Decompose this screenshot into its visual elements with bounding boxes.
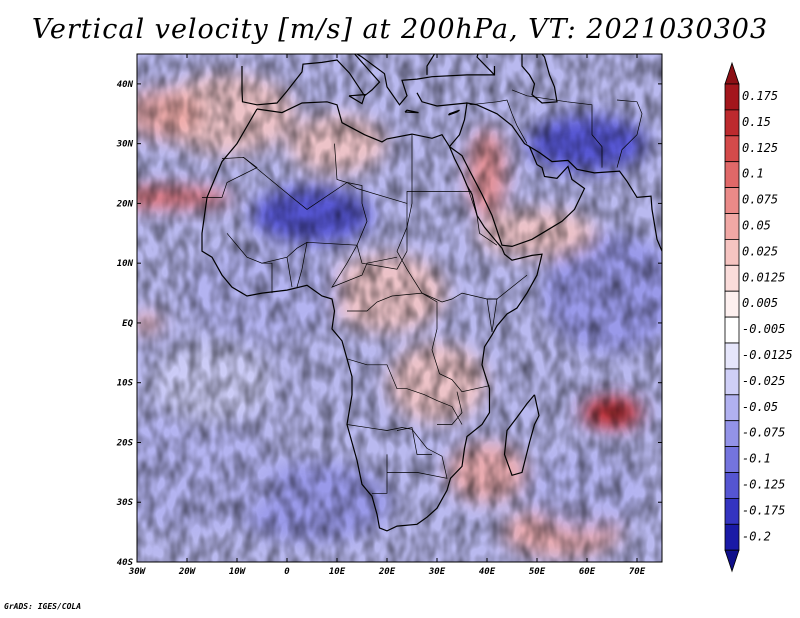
colorbar-swatch	[724, 290, 740, 318]
colorbar-swatch	[724, 472, 740, 499]
colorbar-swatch	[724, 342, 740, 370]
x-tick-label: 30W	[128, 567, 147, 577]
colorbar: 0.175 0.15 0.125 0.1 0.075 0.05 0.025 0.0125 0.0…	[724, 61, 793, 573]
x-tick-label: 60E	[579, 567, 596, 577]
colorbar-label: -0.075	[742, 426, 785, 440]
y-tick-label: 40S	[117, 558, 134, 568]
coastline-9	[404, 109, 419, 114]
country-border-12	[466, 185, 498, 246]
country-border-13	[396, 427, 432, 455]
colorbar-swatch	[724, 446, 740, 473]
colorbar-label: 0.15	[742, 115, 771, 129]
colorbar-label: 0.0125	[742, 270, 785, 284]
colorbar-label: 0.125	[742, 141, 778, 155]
colorbar-label: 0.175	[742, 89, 778, 103]
coastline-3	[529, 146, 662, 252]
coastline-10	[448, 109, 460, 116]
colorbar-swatch	[724, 135, 740, 163]
y-axis: 40N 30N 20N 10N EQ 10S 20S 30S 40S	[116, 80, 662, 568]
colorbar-swatch	[724, 238, 740, 266]
colorbar-label: -0.05	[742, 400, 778, 414]
colorbar-swatch	[724, 420, 740, 448]
country-border-4	[346, 358, 463, 425]
x-tick-label: 50E	[529, 567, 546, 577]
plot-area	[136, 53, 695, 563]
country-border-6	[226, 233, 398, 288]
coastline-11	[682, 263, 695, 287]
colorbar-label: -0.2	[742, 529, 771, 543]
y-tick-label: 40N	[117, 80, 134, 90]
country-border-0	[243, 157, 472, 210]
colorbar-swatch	[724, 161, 740, 188]
country-border-7	[202, 157, 258, 198]
y-tick-label: EQ	[122, 319, 133, 329]
colorbar-label: -0.125	[742, 477, 785, 491]
country-border-15	[469, 99, 528, 144]
chart-title: Vertical velocity [m/s] at 200hPa, VT: 2…	[31, 14, 769, 45]
colorbar-swatch	[724, 316, 740, 344]
x-tick-label: 40E	[479, 567, 496, 577]
coastline-2	[449, 102, 586, 248]
country-border-14	[437, 391, 463, 425]
x-tick-label: 70E	[629, 567, 646, 577]
colorbar-swatch	[724, 109, 740, 137]
y-tick-label: 10S	[117, 379, 134, 389]
country-border-1	[334, 143, 408, 270]
colorbar-swatch	[724, 213, 740, 240]
country-border-9	[286, 257, 293, 288]
country-border-17	[616, 99, 643, 168]
colorbar-label: -0.175	[742, 503, 785, 517]
colorbar-swatch	[724, 394, 740, 422]
colorbar-label: -0.005	[742, 322, 785, 336]
coastline-4	[241, 54, 496, 106]
y-tick-label: 30N	[116, 140, 134, 150]
x-tick-label: 30E	[428, 567, 446, 577]
country-border-8	[296, 242, 308, 288]
colorbar-swatch	[724, 523, 740, 551]
colorbar-extend-top	[724, 61, 740, 85]
plot-texture	[137, 54, 662, 562]
y-tick-label: 20N	[116, 199, 134, 209]
grads-credit: GrADS: IGES/COLA	[4, 602, 82, 611]
country-border-10	[262, 262, 273, 294]
x-tick-label: 20W	[178, 567, 197, 577]
country-border-11	[486, 274, 528, 332]
colorbar-swatch	[724, 368, 740, 396]
coastline-1	[503, 394, 540, 477]
colorbar-label: 0.075	[742, 193, 778, 207]
y-tick-label: 30S	[116, 498, 134, 508]
x-tick-label: 10E	[329, 567, 346, 577]
coastline-7	[521, 54, 558, 104]
x-tick-label: 0	[284, 567, 290, 577]
y-tick-label: 20S	[116, 438, 134, 448]
country-border-3	[347, 292, 490, 393]
colorbar-label: -0.025	[742, 374, 785, 388]
x-tick-label: 20E	[378, 567, 396, 577]
colorbar-label: 0.05	[742, 218, 771, 232]
colorbar-label: 0.1	[742, 167, 764, 181]
x-tick-label: 10W	[229, 567, 247, 577]
country-border-5	[346, 424, 448, 494]
colorbar-label: -0.0125	[742, 348, 793, 362]
colorbar-extend-bottom	[724, 549, 740, 573]
colorbar-swatch	[724, 187, 740, 214]
coastline-5	[416, 92, 468, 107]
country-border-16	[511, 89, 603, 168]
plot-frame	[136, 53, 663, 563]
y-tick-label: 10N	[117, 259, 134, 269]
coastline-8	[348, 93, 366, 105]
colorbar-label: -0.1	[742, 452, 771, 466]
colorbar-label: 0.005	[742, 296, 778, 310]
coastlines	[201, 54, 695, 532]
colorbar-swatch	[724, 83, 740, 111]
colorbar-swatch	[724, 264, 740, 292]
x-axis: 30W 20W 10W 0 10E 20E 30E 40E 50E 60E 70E	[128, 54, 646, 577]
colorbar-label: 0.025	[742, 244, 778, 258]
colorbar-swatch	[724, 497, 740, 525]
